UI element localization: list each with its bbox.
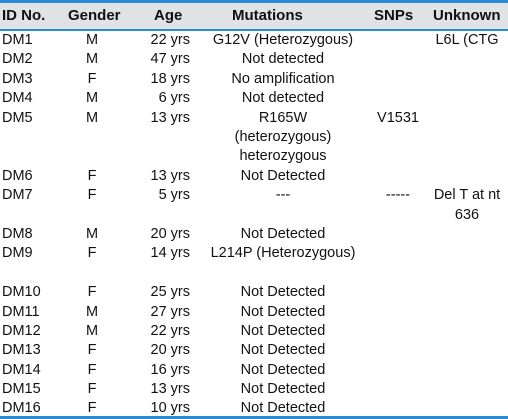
table-header-rule: [0, 29, 508, 31]
cell-age: 5 yrs: [158, 187, 190, 204]
table-row: DM10 F 25 yrs Not Detected: [0, 283, 508, 302]
cell-gender: M: [85, 303, 99, 320]
cell-mutations: Not Detected: [240, 225, 326, 242]
cell-age: 27 yrs: [150, 303, 191, 320]
cell-age: 10 yrs: [150, 400, 191, 417]
table-top-rule: [0, 0, 508, 3]
cell-gender: F: [87, 245, 97, 262]
cell-id: DM13: [2, 342, 41, 359]
cell-mutations: Not Detected: [240, 361, 326, 378]
cell-gender: M: [85, 32, 99, 48]
cell-gender: F: [87, 381, 97, 398]
table-row: DM7 F 5 yrs --- ----- Del T at nt 636: [0, 186, 508, 225]
cell-gender: M: [85, 51, 99, 68]
cell-unknown: L6L (CTG: [435, 32, 499, 48]
cell-gender: F: [87, 342, 97, 359]
cell-gender: F: [87, 167, 97, 184]
cell-mutations: Not detected: [241, 51, 325, 68]
cell-mutations: Not Detected: [240, 400, 326, 417]
table-row: DM5 M 13 yrs R165W (heterozygous) heterozyg…: [0, 109, 508, 167]
cell-age: 18 yrs: [150, 70, 191, 87]
cell-gender: M: [85, 322, 99, 339]
cell-gender: F: [87, 284, 97, 301]
cell-id: DM14: [2, 361, 41, 378]
cell-id: DM11: [2, 303, 40, 320]
cell-age: 13 yrs: [150, 381, 191, 398]
table-header-row: ID No. Gender Age Mutations SNPs Unknown: [0, 3, 508, 29]
table-row: DM13 F 20 yrs Not Detected: [0, 341, 508, 360]
cell-mutations: R165W (heterozygous) heterozygous: [234, 109, 332, 165]
cell-id: DM6: [2, 167, 33, 184]
header-mutations: Mutations: [232, 7, 303, 24]
cell-mutations: Not Detected: [240, 342, 326, 359]
cell-age: 13 yrs: [150, 167, 191, 184]
cell-age: 14 yrs: [150, 245, 191, 262]
header-age: Age: [154, 7, 183, 24]
cell-mutations: ---: [275, 187, 291, 204]
cell-mutations: No amplification: [231, 70, 335, 87]
table-row: DM16 F 10 yrs Not Detected: [0, 399, 508, 418]
cell-id: DM9: [2, 245, 33, 262]
table-row: DM14 F 16 yrs Not Detected: [0, 361, 508, 380]
cell-id: DM15: [2, 381, 41, 398]
table-row: DM9 F 14 yrs L214P (Heterozygous): [0, 244, 508, 283]
cell-id: DM2: [2, 51, 33, 68]
header-snps: SNPs: [374, 7, 414, 24]
cell-id: DM16: [2, 400, 41, 417]
cell-mutations: Not Detected: [240, 167, 326, 184]
cell-gender: F: [87, 400, 97, 417]
cell-id: DM3: [2, 70, 33, 87]
cell-gender: F: [87, 361, 97, 378]
cell-mutations: L214P (Heterozygous): [210, 245, 356, 262]
cell-age: 13 yrs: [150, 109, 191, 126]
cell-mutations: Not Detected: [240, 381, 326, 398]
cell-gender: F: [87, 187, 97, 204]
cell-id: DM8: [2, 225, 33, 242]
cell-age: 22 yrs: [150, 322, 191, 339]
table-row: DM4 M 6 yrs Not detected: [0, 89, 508, 108]
cell-gender: M: [85, 90, 99, 107]
cell-age: 16 yrs: [150, 361, 191, 378]
table-row: DM3 F 18 yrs No amplification: [0, 70, 508, 89]
cell-id: DM1: [2, 32, 33, 48]
cell-snps: V1531: [377, 109, 419, 126]
header-id-no: ID No.: [2, 7, 46, 24]
table-row: DM2 M 47 yrs Not detected: [0, 50, 508, 69]
cell-id: DM4: [2, 90, 33, 107]
table-row: DM12 M 22 yrs Not Detected: [0, 322, 508, 341]
cell-id: DM10: [2, 284, 41, 301]
cell-mutations: Not Detected: [240, 322, 326, 339]
table-row: DM1 M 22 yrs G12V (Heterozygous) L6L (CTG: [0, 31, 508, 50]
header-unknown: Unknown: [433, 7, 501, 24]
cell-snps: -----: [385, 187, 411, 204]
cell-id: DM12: [2, 322, 41, 339]
header-gender: Gender: [68, 7, 121, 24]
cell-gender: M: [85, 225, 99, 242]
cell-age: 20 yrs: [150, 342, 191, 359]
cell-mutations: Not detected: [241, 90, 325, 107]
cell-id: DM7: [2, 187, 33, 204]
cell-mutations: G12V (Heterozygous): [212, 32, 354, 48]
cell-unknown: Del T at nt 636: [433, 187, 501, 223]
cell-age: 22 yrs: [150, 32, 191, 48]
cell-mutations: Not Detected: [240, 284, 326, 301]
table-bottom-rule: [0, 416, 508, 419]
cell-age: 25 yrs: [150, 284, 191, 301]
cell-id: DM5: [2, 109, 33, 126]
cell-age: 6 yrs: [158, 90, 190, 107]
cell-age: 47 yrs: [150, 51, 191, 68]
cell-gender: M: [85, 109, 99, 126]
cell-gender: F: [87, 70, 97, 87]
table-row: DM8 M 20 yrs Not Detected: [0, 225, 508, 244]
cell-mutations: Not Detected: [240, 303, 326, 320]
table-row: DM11 M 27 yrs Not Detected: [0, 303, 508, 322]
cell-age: 20 yrs: [150, 225, 191, 242]
table-body: DM1 M 22 yrs G12V (Heterozygous) L6L (CTG DM2…: [0, 31, 508, 419]
table-row: DM15 F 13 yrs Not Detected: [0, 380, 508, 399]
table-row: DM6 F 13 yrs Not Detected: [0, 167, 508, 186]
